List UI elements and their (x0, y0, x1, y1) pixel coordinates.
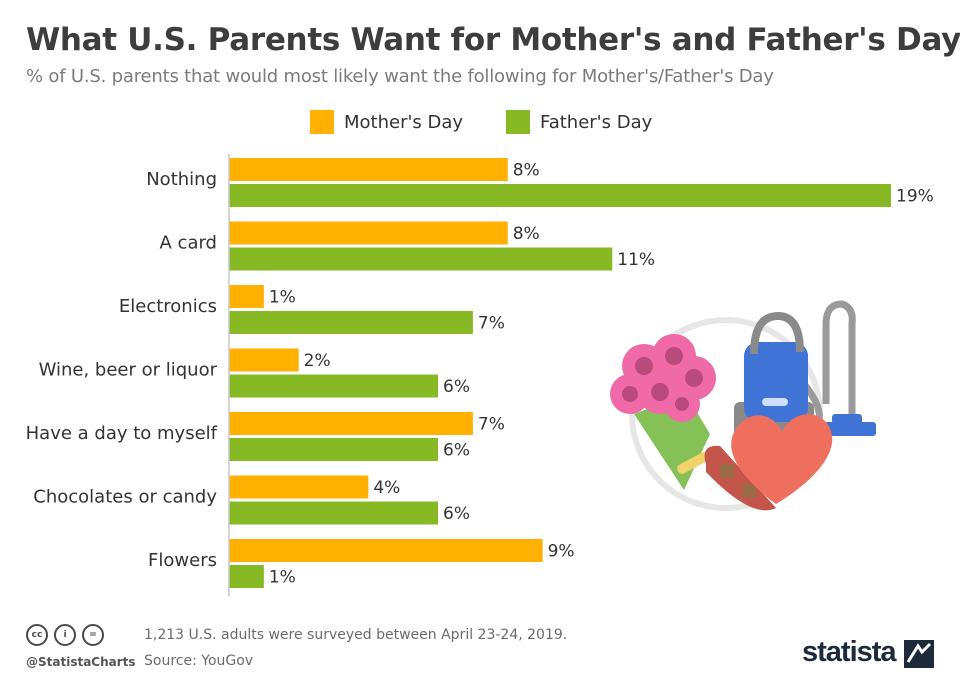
data-label: 4% (373, 478, 400, 498)
data-label: 6% (443, 441, 470, 461)
data-label: 1% (269, 568, 296, 588)
attribution-icon: i (54, 624, 76, 646)
data-label: 1% (269, 288, 296, 308)
bar-mothers-day (229, 348, 299, 372)
source-note: Source: YouGov (144, 653, 254, 669)
category-label: Nothing (146, 169, 217, 190)
data-label: 11% (617, 250, 655, 270)
creative-commons-icon: cc (26, 624, 48, 646)
data-label: 7% (478, 314, 505, 334)
gift-illustration (610, 300, 876, 511)
category-label: A card (160, 233, 217, 254)
legend-item-fathers-day: Father's Day (506, 110, 652, 134)
category-label: Wine, beer or liquor (39, 360, 218, 381)
bar-fathers-day (229, 374, 439, 398)
survey-note: 1,213 U.S. adults were surveyed between … (144, 627, 568, 643)
heart-chocolate-box-icon (704, 414, 833, 511)
statista-handle: @StatistaCharts (26, 655, 136, 669)
bar-chart: Nothing 8% 19% A card 8% 11% Electronics 1% 7% Wi… (26, 154, 934, 597)
data-label: 2% (304, 351, 331, 371)
data-label: 6% (443, 377, 470, 397)
license-icons: cc i = (26, 624, 104, 646)
bar-fathers-day (229, 565, 264, 588)
data-label: 9% (548, 542, 575, 562)
data-label: 8% (513, 224, 540, 244)
bar-fathers-day (229, 311, 473, 334)
category-label: Chocolates or candy (33, 487, 217, 508)
legend-item-mothers-day: Mother's Day (310, 110, 463, 134)
bar-mothers-day (229, 539, 543, 562)
data-label: 19% (896, 187, 934, 207)
statista-logo: statista (802, 636, 897, 668)
category-label: Electronics (119, 296, 217, 317)
no-derivatives-icon: = (82, 624, 104, 646)
data-label: 8% (513, 161, 540, 181)
bar-mothers-day (229, 412, 473, 435)
bar-mothers-day (229, 158, 508, 181)
data-label: 7% (478, 415, 505, 435)
legend-swatch-mothers-day (310, 110, 334, 134)
bar-fathers-day (229, 247, 613, 271)
bar-fathers-day (229, 438, 439, 461)
category-label: Flowers (148, 550, 217, 571)
legend-swatch-fathers-day (506, 110, 530, 134)
legend-label-mothers-day: Mother's Day (344, 111, 464, 133)
legend: Mother's Day Father's Day (0, 110, 960, 136)
statista-logo-mark-icon (904, 640, 934, 668)
bar-fathers-day (229, 184, 891, 207)
bar-mothers-day (229, 285, 264, 308)
bar-mothers-day (229, 475, 369, 499)
chart-subtitle: % of U.S. parents that would most likely… (26, 66, 774, 87)
flower-bouquet-icon (610, 334, 716, 490)
data-label: 6% (443, 504, 470, 524)
bar-mothers-day (229, 221, 508, 245)
chart-title: What U.S. Parents Want for Mother's and … (26, 22, 960, 58)
legend-label-fathers-day: Father's Day (540, 111, 653, 133)
category-label: Have a day to myself (26, 423, 218, 444)
bar-fathers-day (229, 501, 439, 525)
